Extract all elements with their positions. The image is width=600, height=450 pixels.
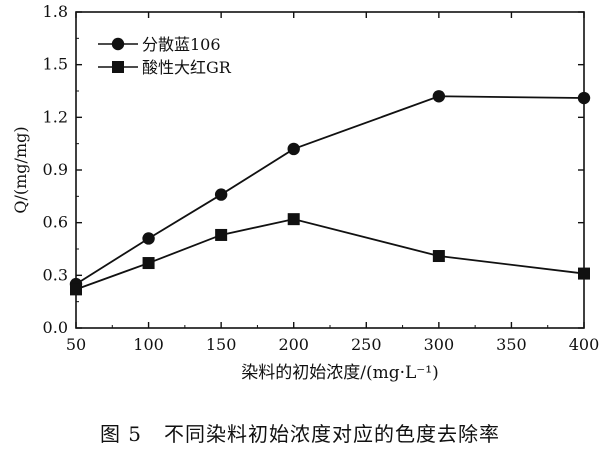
data-point — [432, 250, 445, 263]
data-point — [577, 91, 591, 105]
x-tick-label: 300 — [424, 335, 455, 354]
figure-caption: 图 5 不同染料初始浓度对应的色度去除率 — [0, 418, 600, 447]
y-tick-label: 0.3 — [43, 265, 68, 284]
y-tick-label: 0.6 — [43, 213, 68, 232]
y-tick-label: 1.5 — [43, 55, 68, 74]
data-point — [215, 228, 228, 241]
x-tick-label: 200 — [278, 335, 309, 354]
series-line — [75, 95, 585, 285]
y-tick-label: 0.0 — [43, 318, 68, 337]
x-axis-label: 染料的初始浓度/(mg·L⁻¹) — [241, 363, 438, 383]
series-line — [75, 218, 585, 291]
y-axis-label: Q/(mg/mg) — [11, 126, 30, 213]
x-tick-label: 100 — [133, 335, 164, 354]
x-tick-label: 400 — [569, 335, 600, 354]
x-tick-label: 150 — [206, 335, 237, 354]
legend-marker — [111, 37, 125, 51]
y-tick-label: 0.9 — [43, 160, 68, 179]
line-chart: 50 100 150 200 250 300 350 400 0.0 0.3 0.6 0.9 1.2 1.… — [11, 2, 599, 383]
figure-number: 图 5 — [99, 422, 143, 446]
data-point — [287, 142, 300, 156]
chart-axes: 50 100 150 200 250 300 350 400 0.0 0.3 0.6 0.9 1.2 1.… — [11, 2, 599, 383]
figure-caption-text: 不同染料初始浓度对应的色度去除率 — [164, 422, 501, 446]
legend-marker — [112, 61, 124, 73]
legend-label: 酸性大红GR — [142, 58, 232, 77]
x-tick-label: 350 — [496, 335, 527, 354]
data-point — [578, 267, 590, 280]
data-point — [142, 257, 155, 270]
data-point — [287, 213, 300, 226]
legend-label: 分散蓝106 — [142, 35, 221, 54]
y-tick-label: 1.8 — [43, 2, 68, 21]
data-point — [432, 90, 446, 103]
chart-series — [69, 90, 591, 296]
data-point — [142, 232, 155, 245]
chart-legend: 分散蓝106 酸性大红GR — [98, 35, 232, 77]
data-point — [70, 283, 82, 296]
x-tick-label: 50 — [66, 335, 86, 354]
series-2 — [70, 213, 590, 296]
data-point — [214, 188, 228, 201]
x-tick-label: 250 — [351, 335, 382, 354]
y-tick-label: 1.2 — [43, 107, 68, 126]
